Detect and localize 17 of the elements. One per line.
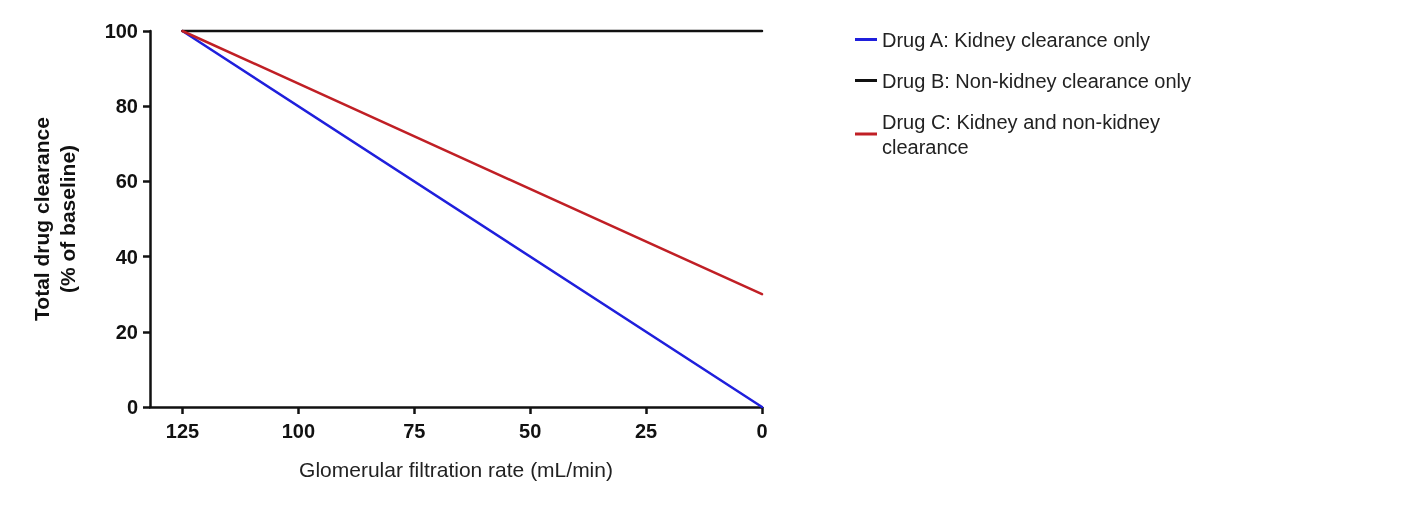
- legend-label: Drug C: Kidney and non-kidney clearance: [882, 110, 1166, 158]
- y-tick-label: 100: [104, 20, 138, 42]
- y-tick-label: 40: [115, 245, 138, 268]
- x-tick-label: 75: [403, 420, 426, 442]
- y-tick-label: 80: [115, 95, 138, 118]
- y-tick-label: 20: [115, 320, 138, 343]
- x-tick-label: 50: [519, 420, 542, 442]
- legend-label: Drug A: Kidney clearance only: [882, 28, 1150, 51]
- x-tick-label: 0: [756, 420, 768, 442]
- y-tick-label: 60: [115, 170, 138, 193]
- y-axis-title: Total drug clearance (% of baseline): [29, 117, 79, 321]
- x-tick-label: 25: [634, 420, 658, 442]
- x-tick-label: 100: [281, 420, 316, 442]
- y-tick-label: 0: [126, 396, 138, 418]
- x-tick-label: 125: [165, 420, 200, 442]
- legend-label: Drug B: Non-kidney clearance only: [882, 69, 1192, 92]
- x-axis-title: Glomerular filtration rate (mL/min): [299, 458, 613, 481]
